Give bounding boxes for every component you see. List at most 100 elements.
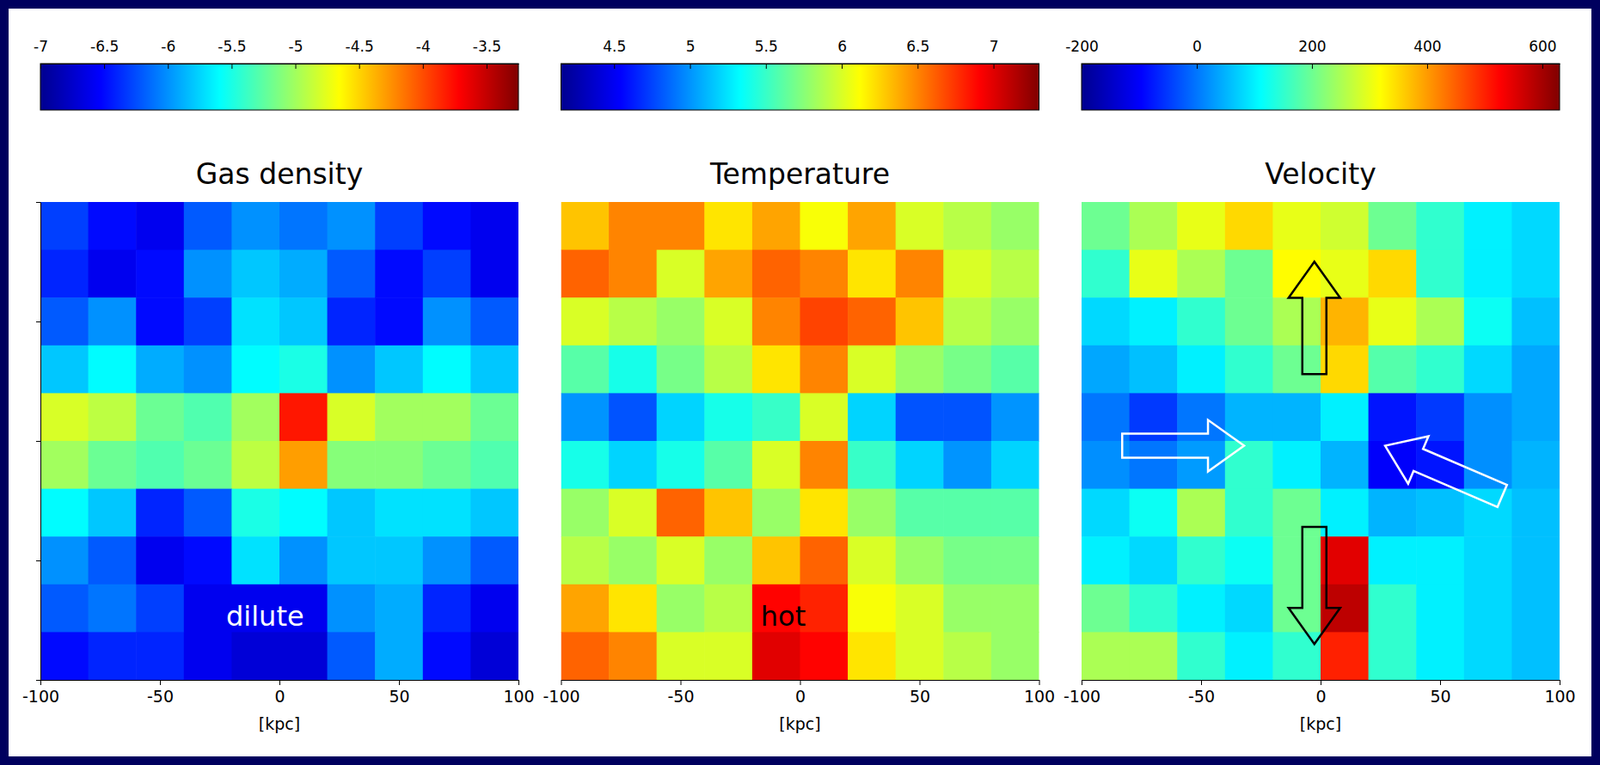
cell <box>470 345 519 394</box>
cell <box>422 489 472 538</box>
y-tick <box>36 321 41 323</box>
cell <box>1368 202 1417 251</box>
cell <box>183 536 233 585</box>
y-tick <box>36 560 41 562</box>
x-tick-mark <box>1039 680 1041 686</box>
cell <box>561 202 610 251</box>
cell <box>991 250 1040 299</box>
colorbar-tick: -6 <box>160 37 176 69</box>
x-axis-title: [kpc] <box>1299 714 1342 734</box>
cell <box>1511 392 1560 442</box>
cell <box>40 202 89 251</box>
cell <box>704 584 753 633</box>
cell <box>135 202 184 251</box>
cell <box>656 441 705 490</box>
x-tick: 50 <box>388 680 410 706</box>
x-tick-label: -50 <box>147 686 174 706</box>
cell <box>895 202 945 251</box>
cell <box>1177 631 1226 681</box>
colorbar-tick: 5 <box>686 37 696 69</box>
colorbar-tick-label: -4.5 <box>345 37 374 56</box>
cell <box>1511 202 1560 251</box>
cell <box>847 392 896 442</box>
cell <box>279 489 328 538</box>
colorbar-axis-line <box>41 63 520 65</box>
cell <box>1272 489 1321 538</box>
cell <box>1368 489 1417 538</box>
y-tick <box>36 441 41 442</box>
panel: 4.555.566.57Temperature-100-50050100[kpc… <box>542 37 1055 734</box>
cell <box>656 250 705 299</box>
cell <box>800 202 849 251</box>
cell <box>608 631 657 681</box>
cell <box>231 536 280 585</box>
cell <box>470 584 519 633</box>
cell <box>1225 392 1274 442</box>
annotation: dilute <box>226 600 305 633</box>
cell <box>752 202 801 251</box>
cell <box>608 250 657 299</box>
cell <box>470 392 519 442</box>
cell <box>1177 584 1226 633</box>
x-tick: -50 <box>1188 680 1215 706</box>
cell <box>1320 536 1369 585</box>
cell <box>1464 250 1513 299</box>
cell <box>1225 489 1274 538</box>
x-tick-label: 0 <box>274 686 285 706</box>
colorbar-tick-mark <box>295 63 297 69</box>
x-tick-label: 0 <box>1315 686 1326 706</box>
cell <box>88 631 137 681</box>
x-tick-label: 100 <box>502 686 534 706</box>
cell <box>231 441 280 490</box>
colorbar-tick-mark <box>841 63 843 69</box>
cell <box>88 345 137 394</box>
x-tick-label: -50 <box>667 686 694 706</box>
cell <box>704 345 753 394</box>
flow-arrow <box>1121 420 1245 473</box>
cell <box>704 631 753 681</box>
cell <box>40 584 89 633</box>
cell <box>1225 202 1274 251</box>
cell <box>1225 584 1274 633</box>
colorbar-tick-label: 6 <box>837 37 847 56</box>
cell <box>656 392 705 442</box>
colorbar-tick: -5 <box>288 37 304 69</box>
flow-arrow <box>1288 262 1341 375</box>
cell <box>1129 489 1178 538</box>
cell <box>1511 584 1560 633</box>
cell <box>1511 297 1560 346</box>
cell <box>752 441 801 490</box>
colorbar-tick: -3.5 <box>472 37 502 69</box>
slide-frame <box>0 0 1600 765</box>
cell <box>422 250 472 299</box>
cell <box>656 536 705 585</box>
cell <box>88 392 137 442</box>
cell <box>1464 392 1513 442</box>
x-tick-mark <box>1081 680 1083 686</box>
cell <box>279 250 328 299</box>
cell <box>183 202 233 251</box>
x-tick-mark <box>1201 680 1202 686</box>
colorbar-tick-mark <box>766 63 767 69</box>
cell <box>800 345 849 394</box>
cell <box>1177 297 1226 346</box>
y-axis-line <box>40 202 42 681</box>
colorbar-tick: 6 <box>837 37 847 69</box>
x-tick: 0 <box>795 680 806 706</box>
cell <box>943 250 992 299</box>
cell <box>1081 297 1130 346</box>
cell <box>1416 297 1465 346</box>
cell <box>1177 536 1226 585</box>
cell <box>1272 631 1321 681</box>
y-tick-mark <box>36 321 41 323</box>
cell <box>279 631 328 681</box>
cell <box>183 631 233 681</box>
cell <box>422 202 472 251</box>
colorbar-tick-mark <box>1196 63 1198 69</box>
cell <box>327 489 376 538</box>
cell <box>135 345 184 394</box>
cell <box>1511 489 1560 538</box>
cell <box>704 392 753 442</box>
cell <box>895 631 945 681</box>
colorbar <box>1081 63 1560 111</box>
